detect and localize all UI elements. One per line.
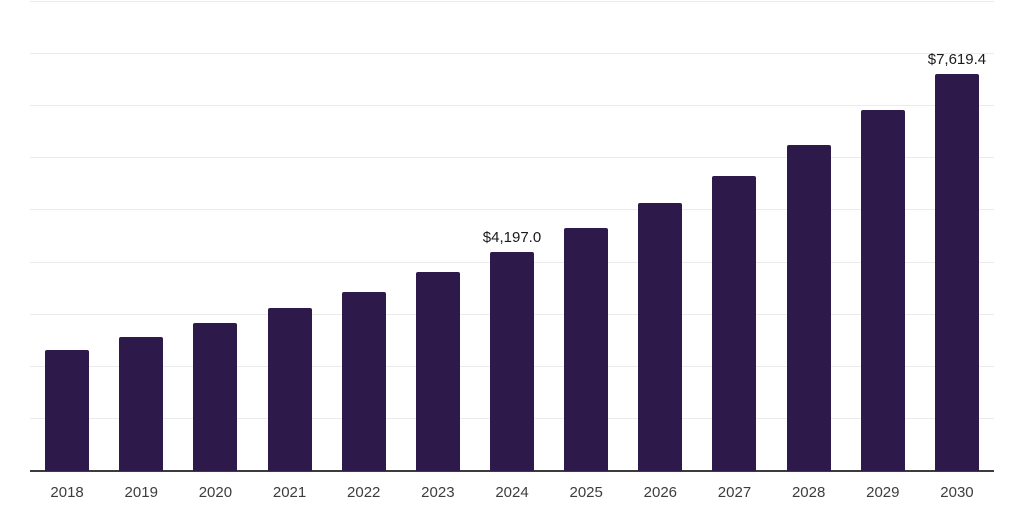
bar-2030[interactable]	[934, 73, 979, 471]
bar-2028[interactable]	[786, 144, 831, 471]
x-tick-label-2022: 2022	[347, 484, 381, 501]
x-tick-label-2021: 2021	[272, 484, 307, 501]
x-tick-label-2027: 2027	[717, 484, 752, 501]
x-tick-label-2028: 2028	[791, 484, 826, 501]
x-tick-label-2020: 2020	[198, 484, 233, 501]
gridline	[30, 157, 994, 159]
x-tick-label-2025: 2025	[569, 484, 603, 501]
x-tick-label-2029: 2029	[866, 484, 900, 501]
x-tick-label-2018: 2018	[50, 484, 84, 501]
x-tick-label-2024: 2024	[495, 484, 529, 501]
bar-2022[interactable]	[341, 292, 386, 471]
bar-2029[interactable]	[860, 110, 905, 471]
gridline	[30, 53, 994, 55]
x-axis-line	[30, 470, 994, 472]
bar-2027[interactable]	[712, 176, 757, 471]
bar-value-label-2030: $7,619.4	[927, 50, 987, 68]
x-tick-label-2019: 2019	[124, 484, 158, 501]
gridline	[30, 105, 994, 107]
gridline	[30, 1, 994, 2]
bar-2026[interactable]	[638, 203, 683, 471]
bar-2024[interactable]	[490, 252, 534, 471]
plot-area: $4,197.0 $7,619.4	[30, 1, 994, 472]
bar-2019[interactable]	[119, 337, 164, 471]
bar-2018[interactable]	[45, 350, 90, 471]
x-tick-label-2026: 2026	[643, 484, 678, 501]
bar-value-label-2024: $4,197.0	[482, 229, 542, 247]
bar-2023[interactable]	[415, 272, 460, 471]
x-tick-label-2030: 2030	[940, 484, 974, 501]
bar-2020[interactable]	[193, 323, 238, 471]
bar-2025[interactable]	[564, 228, 609, 471]
bar-2021[interactable]	[267, 308, 312, 471]
gridline	[30, 209, 994, 211]
x-tick-label-2023: 2023	[421, 484, 455, 501]
x-axis-labels: 2018 2019 2020 2021 2022 2023 2024 2025 2026 2027…	[30, 484, 994, 501]
